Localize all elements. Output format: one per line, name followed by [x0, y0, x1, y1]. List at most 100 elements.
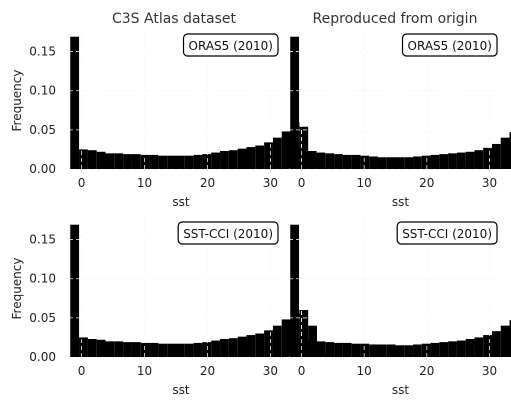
histogram-bar — [421, 155, 431, 169]
histogram-bar — [272, 325, 282, 357]
histogram-bar — [176, 155, 185, 169]
legend-label: SST-CCI (2010) — [183, 227, 273, 241]
x-tick-label: 0 — [78, 176, 86, 190]
x-tick-label: 30 — [482, 364, 497, 378]
histogram-bar — [439, 342, 449, 357]
histogram-bar — [413, 344, 422, 357]
histogram-bar — [96, 339, 106, 357]
histogram-bar — [255, 145, 265, 169]
histogram-bar — [246, 147, 256, 169]
histogram-bar — [114, 341, 124, 357]
legend-box — [396, 221, 498, 245]
histogram-bar — [158, 155, 168, 169]
histogram-bar — [500, 325, 510, 357]
histogram-bar — [299, 126, 309, 169]
histogram-bar — [342, 342, 352, 357]
histogram-bar — [299, 338, 308, 357]
histogram-bar — [325, 342, 335, 357]
legend: SST-CCI (2010) — [396, 221, 498, 245]
histogram-bar — [491, 143, 501, 169]
histogram-bar — [272, 137, 282, 169]
histogram-bar — [334, 154, 343, 169]
x-axis-label: sst — [172, 195, 190, 209]
histogram-bar — [202, 154, 212, 169]
x-tick-label: 10 — [357, 364, 372, 378]
legend-box — [401, 33, 498, 57]
histogram-bar — [96, 151, 106, 169]
y-tick-label: 0.00 — [29, 162, 56, 176]
histogram-bar — [237, 148, 247, 169]
histogram-bar — [228, 150, 238, 169]
y-tick-label: 0.00 — [29, 350, 56, 364]
histogram-bar — [421, 343, 431, 357]
histogram-bar — [176, 343, 185, 357]
histogram-bar — [395, 157, 405, 169]
histogram-bar — [211, 340, 221, 357]
histogram-bar — [167, 343, 176, 357]
histogram-bar — [474, 150, 484, 169]
histogram-bar — [386, 344, 396, 357]
histogram-bar — [404, 157, 414, 169]
histogram-bar — [290, 224, 300, 357]
y-tick-label: 0.05 — [29, 123, 56, 137]
x-tick-label: 20 — [200, 176, 215, 190]
histogram-bar — [123, 342, 132, 357]
histogram-bar — [299, 150, 308, 169]
y-tick-label: 0.10 — [29, 84, 56, 98]
histogram-bar — [456, 340, 466, 357]
histogram-bar — [264, 142, 273, 169]
histogram-bar — [377, 344, 387, 357]
histogram-bar — [316, 341, 326, 357]
x-tick-label: 30 — [263, 176, 278, 190]
histogram-bar — [131, 154, 141, 169]
histogram-bar — [246, 335, 256, 357]
histogram-bar — [342, 154, 352, 169]
histogram-bar — [430, 342, 440, 357]
x-tick-label: 20 — [200, 364, 215, 378]
histogram-bar — [237, 336, 247, 357]
histogram-bar — [334, 342, 343, 357]
histogram-bar — [483, 147, 492, 169]
histogram-bar — [123, 154, 132, 169]
histogram-bar — [500, 137, 510, 169]
histogram-bar — [386, 157, 396, 169]
histogram-bar — [140, 154, 150, 169]
legend: ORAS5 (2010) — [182, 33, 279, 57]
histogram-bar — [465, 151, 475, 169]
histogram-bar — [430, 154, 440, 169]
histogram-bar — [369, 344, 378, 357]
histogram-bar — [87, 338, 97, 357]
histogram-bar — [264, 330, 273, 357]
histogram-bar — [202, 342, 212, 357]
y-tick-label: 0.05 — [29, 311, 56, 325]
histogram-bar — [220, 338, 229, 357]
x-tick-label: 10 — [357, 176, 372, 190]
x-axis-label: sst — [392, 383, 410, 397]
histogram-bar — [413, 156, 422, 169]
x-axis-label: sst — [172, 383, 190, 397]
histogram-bar — [211, 152, 221, 169]
histogram-bar — [307, 150, 317, 169]
x-tick-label: 10 — [137, 176, 152, 190]
histogram-bar — [70, 224, 80, 357]
subplot-bottom-right: 0 10 20 30 sst SST-CCI (2010) — [289, 220, 511, 397]
legend-box — [182, 33, 279, 57]
y-axis-label: Frequency — [10, 70, 24, 132]
histogram-bar — [220, 150, 229, 169]
histogram-bar — [404, 345, 414, 357]
histogram-bar — [351, 343, 361, 357]
subplot-top-right: 0 10 20 30 sst ORAS5 (2010) — [289, 32, 511, 209]
histogram-bar — [167, 155, 176, 169]
x-tick-label: 10 — [137, 364, 152, 378]
histogram-bar — [140, 342, 150, 357]
histogram-bar — [509, 132, 511, 169]
x-tick-label: 20 — [419, 176, 434, 190]
legend: ORAS5 (2010) — [401, 33, 498, 57]
y-tick-label: 0.15 — [29, 233, 56, 247]
histogram-bar — [448, 153, 457, 169]
histogram-bar — [351, 154, 361, 169]
histogram-bar — [184, 155, 194, 169]
legend-label: SST-CCI (2010) — [402, 227, 492, 241]
histogram-bar — [193, 342, 203, 357]
